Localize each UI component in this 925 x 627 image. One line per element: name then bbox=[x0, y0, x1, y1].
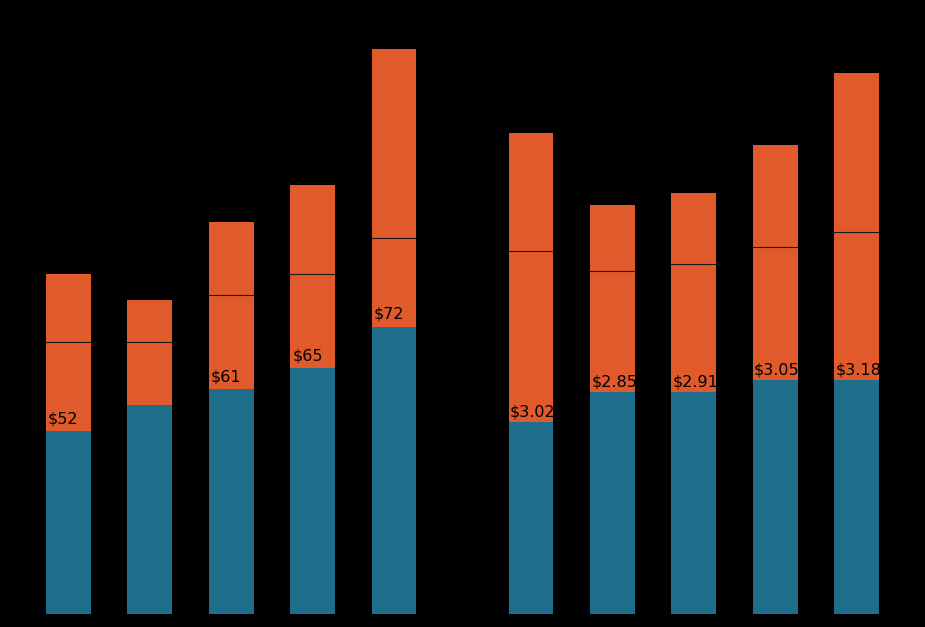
Bar bbox=[46, 431, 91, 614]
Bar bbox=[672, 392, 716, 614]
Text: $3.02: $3.02 bbox=[510, 404, 555, 419]
Text: $3.18: $3.18 bbox=[835, 362, 882, 377]
Text: $72: $72 bbox=[374, 307, 404, 322]
Bar bbox=[672, 193, 716, 392]
Text: $61: $61 bbox=[211, 369, 241, 384]
Bar bbox=[372, 327, 416, 614]
Text: $2.91: $2.91 bbox=[672, 374, 719, 389]
Bar bbox=[209, 222, 253, 389]
Bar bbox=[209, 389, 253, 614]
Bar bbox=[834, 73, 879, 380]
Bar bbox=[290, 369, 335, 614]
Bar bbox=[128, 405, 172, 614]
Bar bbox=[509, 133, 553, 422]
Bar bbox=[46, 274, 91, 431]
Bar bbox=[372, 49, 416, 327]
Text: $65: $65 bbox=[292, 348, 323, 363]
Bar bbox=[290, 185, 335, 369]
Text: $3.05: $3.05 bbox=[754, 362, 799, 377]
Bar bbox=[753, 380, 797, 614]
Text: $2.85: $2.85 bbox=[591, 374, 637, 389]
Bar bbox=[590, 205, 635, 392]
Bar bbox=[753, 145, 797, 380]
Bar bbox=[509, 422, 553, 614]
Bar bbox=[590, 392, 635, 614]
Text: $52: $52 bbox=[48, 411, 79, 426]
Bar bbox=[128, 300, 172, 405]
Bar bbox=[834, 380, 879, 614]
